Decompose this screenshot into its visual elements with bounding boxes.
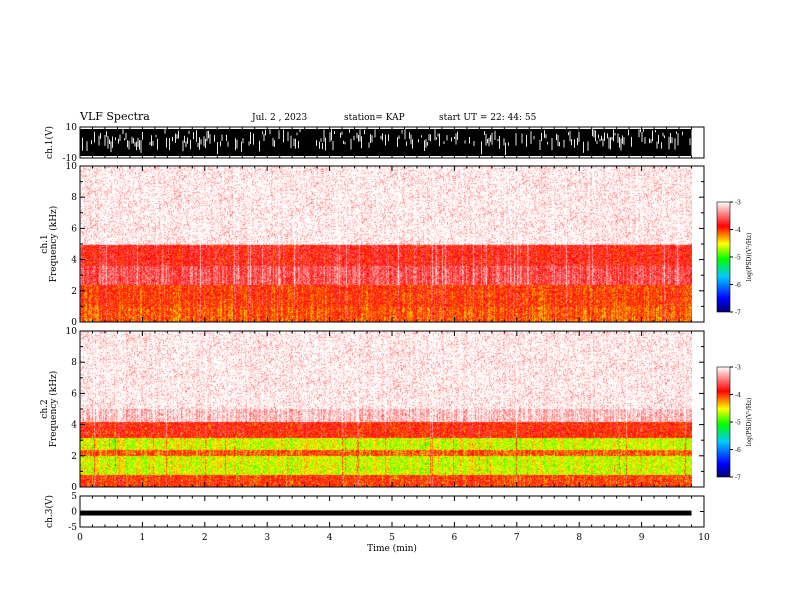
spectrogram-1-ylabel: Frequency (kHz) [48, 206, 59, 283]
colorbar-2-tick: -3 [735, 365, 741, 372]
x-tick-label: 7 [514, 533, 520, 543]
colorbar-1-tick: -5 [735, 255, 741, 262]
ch3-waveform-ylabel: ch.3(V) [44, 495, 55, 528]
spectrogram-2-ylabel: Frequency (kHz) [48, 371, 59, 448]
x-tick-label: 1 [140, 533, 146, 543]
date-label: Jul. 2 , 2023 [252, 113, 308, 123]
spectrogram-2-ytick: 2 [71, 452, 77, 462]
start-time-label: start UT = 22: 44: 55 [439, 113, 537, 123]
spectrogram-2-ytick: 0 [71, 483, 77, 493]
colorbar-2-tick: -5 [735, 420, 741, 427]
spectrogram-2-ytick: 4 [71, 421, 77, 431]
ch3-waveform-ytick: 0 [71, 508, 77, 518]
colorbar-1-tick: -7 [735, 310, 741, 317]
spectrogram-2-ytick: 10 [66, 327, 78, 337]
x-tick-label: 10 [698, 533, 710, 543]
x-tick-label: 4 [327, 533, 333, 543]
x-tick-label: 5 [389, 533, 395, 543]
spectrogram-1-channel-label: ch.1 [40, 234, 50, 253]
spectrogram-1-ytick: 4 [71, 256, 77, 266]
ch3-waveform-band [80, 510, 692, 516]
colorbar-2-label: log(PSD)(V²/Hz) [746, 398, 753, 447]
spectrogram-2-ytick: 8 [71, 358, 77, 368]
colorbar-1 [716, 201, 731, 313]
ch3-waveform-ytick: 5 [71, 492, 77, 502]
x-axis-label: Time (min) [367, 543, 417, 554]
colorbar-2-tick: -6 [735, 447, 741, 454]
spectrogram-1-ytick: 0 [71, 318, 77, 328]
ch1-waveform-ytick: 10 [66, 123, 78, 133]
x-tick-label: 2 [202, 533, 208, 543]
x-tick-label: 6 [452, 533, 458, 543]
colorbar-1-tick: -3 [735, 200, 741, 207]
ch3-waveform-ytick: -5 [68, 523, 77, 533]
spectrogram-2-ytick: 6 [71, 389, 77, 399]
station-label: station= KAP [344, 113, 405, 123]
ch3-waveform: 5 0 -5 ch.3(V) [44, 492, 705, 533]
spectrogram-1-ytick: 10 [66, 162, 78, 172]
x-tick-label: 8 [576, 533, 582, 543]
plot-title: VLF Spectra [80, 110, 150, 123]
spectrogram-1-ytick: 8 [71, 193, 77, 203]
x-tick-label: 3 [264, 533, 270, 543]
ch1-waveform: 10 -10 ch.1(V) [44, 123, 705, 164]
spectrogram-2-image: 0 2 4 6 8 10 Frequency (kHz)ch.2 -3 -4 -5 -6 -7 log(… [40, 327, 753, 493]
spectrogram-1-ytick: 2 [71, 287, 77, 297]
spectrogram-2-channel-label: ch.2 [40, 399, 50, 418]
ch1-waveform-ylabel: ch.1(V) [44, 126, 55, 159]
colorbar-1-tick: -4 [735, 227, 741, 234]
colorbar-2 [716, 366, 731, 478]
colorbar-2-tick: -7 [735, 475, 741, 482]
spectrogram-1-image: 0 2 4 6 8 10 Frequency (kHz)ch.1 -3 -4 -5 -6 -7 log(… [40, 162, 753, 328]
ch1-waveform-ytick: -10 [63, 154, 78, 164]
x-tick-label: 0 [77, 533, 83, 543]
colorbar-1-label: log(PSD)(V²/Hz) [746, 233, 753, 282]
x-tick-label: 9 [639, 533, 645, 543]
spectrogram-1-ytick: 6 [71, 224, 77, 234]
colorbar-2-tick: -4 [735, 392, 741, 399]
colorbar-1-tick: -6 [735, 282, 741, 289]
